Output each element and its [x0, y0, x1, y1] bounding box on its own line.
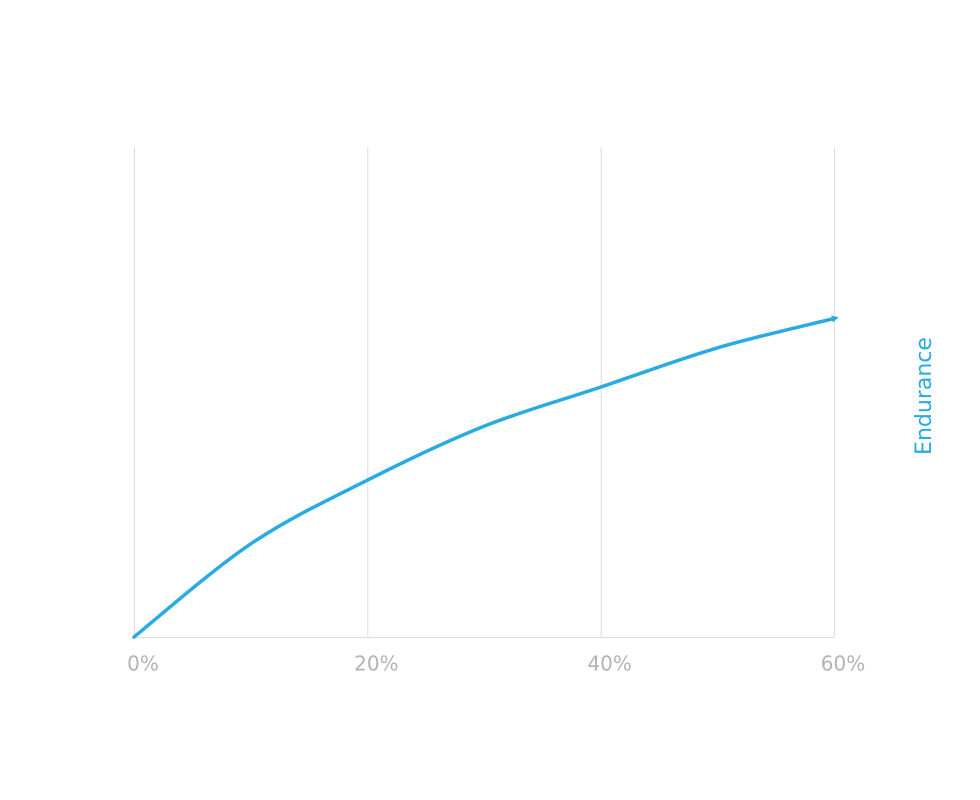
x-tick-label: 40% — [587, 652, 631, 676]
y-axis-label: Endurance — [912, 337, 937, 455]
x-tick-label: 20% — [354, 652, 398, 676]
x-tick-label: 0% — [127, 652, 159, 676]
line — [132, 315, 839, 639]
x-tick-label: 60% — [821, 652, 865, 676]
